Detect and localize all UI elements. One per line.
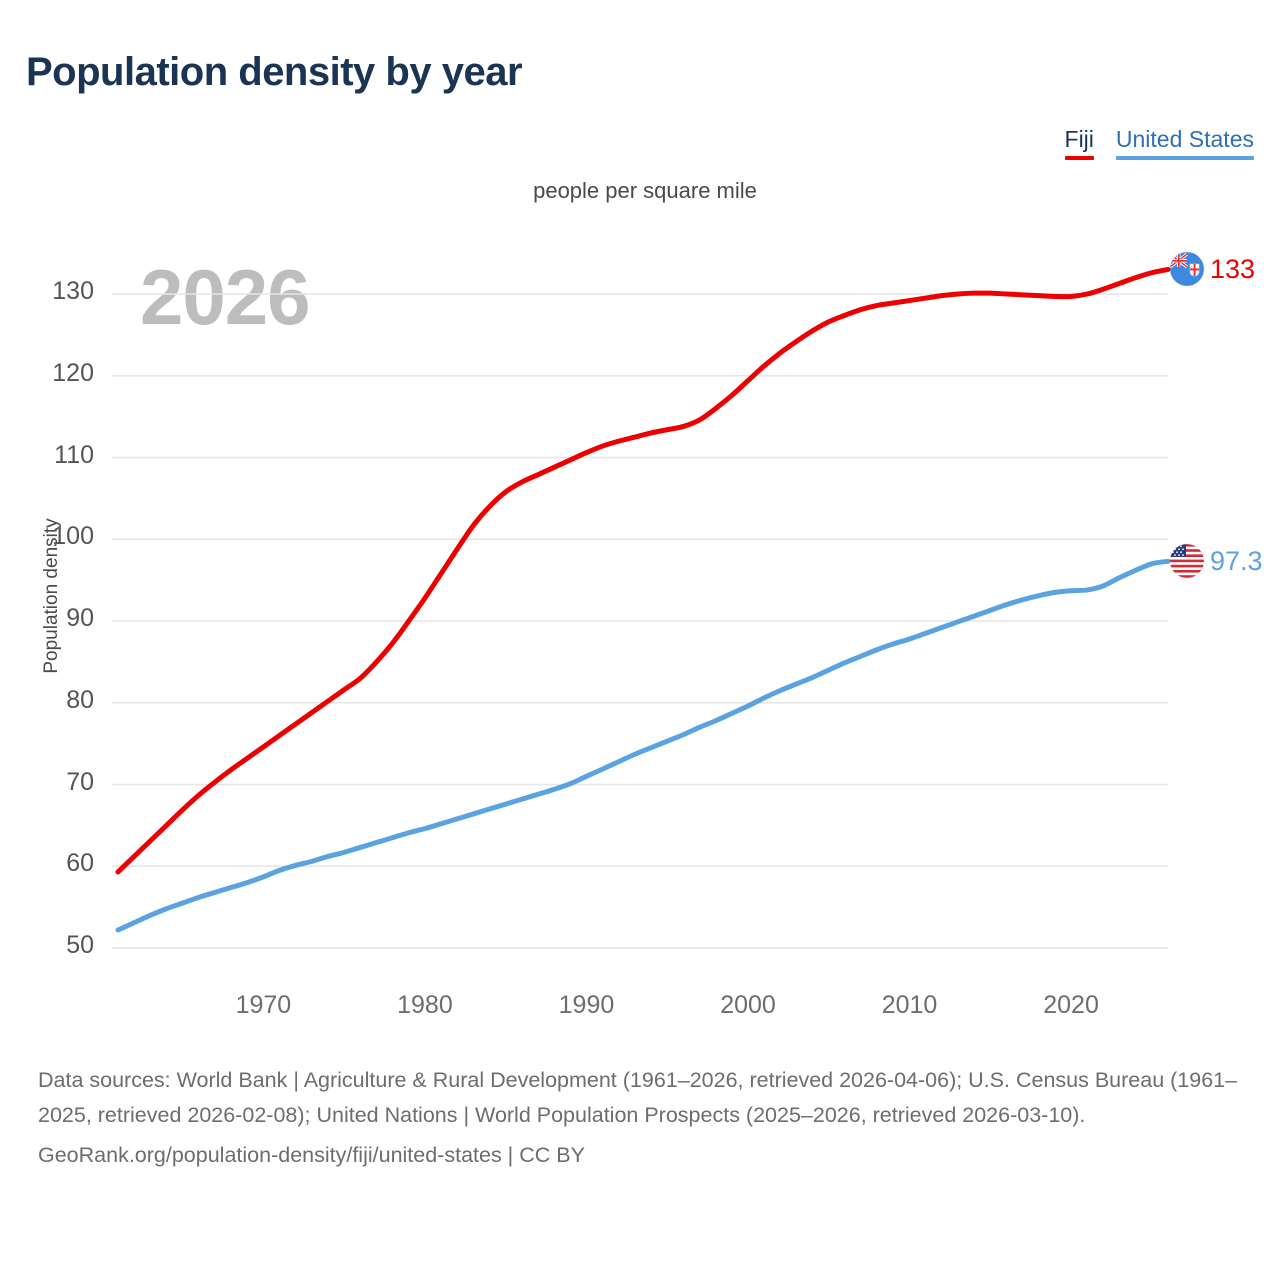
legend-item-fiji[interactable]: Fiji [1064, 126, 1094, 160]
endpoint-value-united-states: 97.3 [1210, 545, 1263, 576]
y-axis-tick-label: 80 [66, 685, 94, 714]
legend: Fiji United States [1064, 126, 1254, 160]
y-axis-tick-label: 60 [66, 849, 94, 878]
gridlines [112, 293, 1168, 949]
y-axis-tick-label: 110 [54, 440, 94, 469]
series-line-fiji [115, 266, 1171, 875]
endpoint-value-fiji: 133 [1210, 253, 1256, 284]
chart-subtitle: people per square mile [533, 178, 757, 203]
legend-color-swatch-fiji [1064, 156, 1094, 160]
legend-color-swatch-united-states [1115, 156, 1254, 160]
y-axis-tick-label: 90 [66, 604, 94, 632]
fiji-flag-icon [1170, 252, 1204, 287]
x-axis-tick-label: 1990 [558, 991, 615, 1019]
x-axis-tick-label: 2010 [881, 991, 938, 1019]
y-axis-tick-label: 100 [52, 522, 94, 551]
x-axis-tick-label: 2020 [1043, 991, 1099, 1019]
year-watermark: 2026 [140, 253, 311, 341]
footer-url: GeoRank.org/population-density/fiji/unit… [38, 1143, 585, 1167]
series-line-united-states [115, 558, 1171, 933]
us-flag-icon [1170, 544, 1204, 579]
y-axis-tick-label: 120 [52, 358, 94, 387]
page-title: Population density by year [26, 50, 523, 94]
legend-label-fiji: Fiji [1064, 126, 1094, 152]
x-axis-tick-label: 1980 [397, 991, 453, 1019]
footer: Data sources: World Bank | Agriculture &… [38, 1063, 1253, 1173]
endpoint-marker-united-states[interactable]: 97.3 [1170, 544, 1263, 579]
y-axis-tick-label: 50 [66, 931, 94, 959]
endpoint-marker-fiji[interactable]: 133 [1170, 252, 1256, 287]
y-axis-tick-label: 70 [66, 767, 94, 796]
legend-item-united-states[interactable]: United States [1115, 126, 1254, 160]
chart-plot-area [0, 230, 1280, 990]
y-axis-tick-label: 130 [52, 277, 94, 305]
x-axis-tick-label: 1970 [235, 991, 292, 1019]
x-axis-tick-label: 2000 [720, 991, 776, 1019]
footer-data-sources: Data sources: World Bank | Agriculture &… [38, 1068, 1238, 1127]
chart-svg [112, 266, 1171, 949]
legend-label-united-states: United States [1115, 126, 1254, 152]
